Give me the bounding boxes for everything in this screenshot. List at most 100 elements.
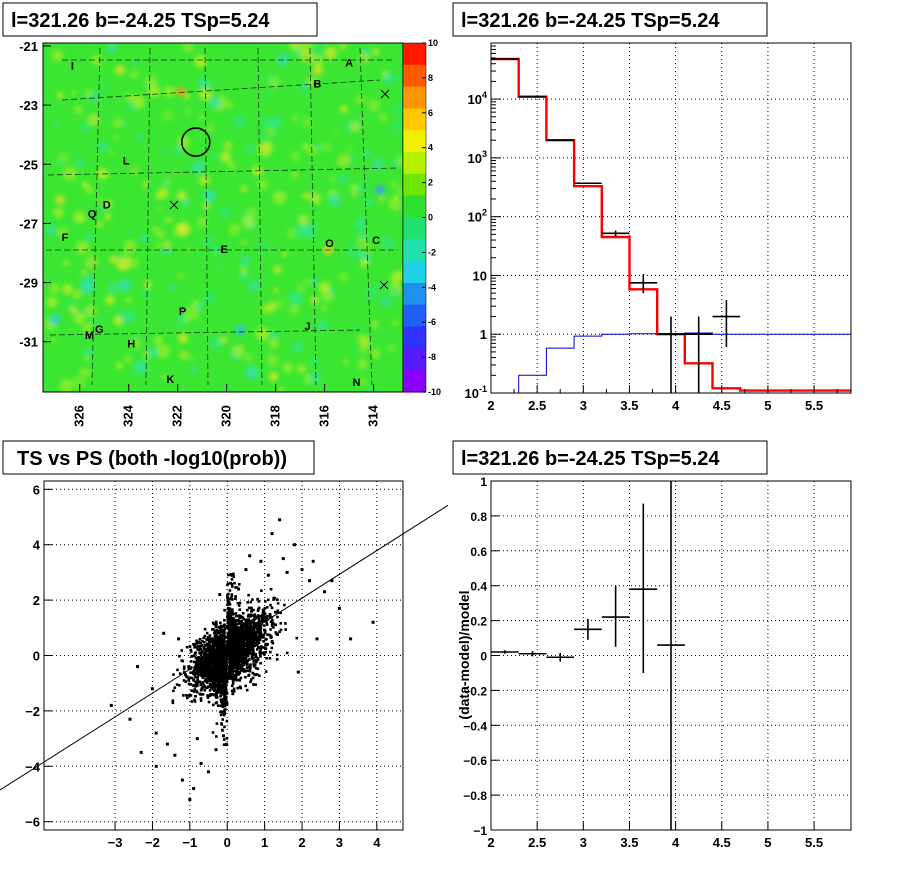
map-pixel-blob [45,224,58,237]
scatter-point [248,648,252,652]
scatter-point [241,612,245,615]
scatter-point [230,636,234,639]
scatter-point [221,678,225,682]
scatter-point [264,650,268,654]
y-tick-label: −6 [25,815,40,830]
map-pixel-blob [220,151,232,163]
scatter-point [270,606,274,610]
map-pixel-blob [104,213,112,220]
scatter-outlier-point [139,750,143,754]
scatter-point [229,658,232,662]
scatter-point [213,636,217,639]
scatter-point [221,710,224,713]
scatter-point [228,607,232,610]
scatter-point [239,658,242,661]
scatter-point [257,608,260,611]
map-pixel-blob [80,269,87,275]
scatter-point [225,678,229,681]
map-pixel-blob [124,356,131,364]
scatter-point [222,693,226,697]
map-pixel-blob [109,255,118,264]
scatter-point [242,625,245,629]
map-pixel-blob [245,143,256,154]
colorbar-tick-label: 2 [428,178,433,188]
map-pixel-blob [357,236,369,248]
scatter-point [221,692,224,696]
scatter-point [250,642,253,645]
scatter-point [247,593,250,597]
scatter-point [235,670,238,674]
map-pixel-blob [322,306,327,311]
scatter-point [183,665,186,668]
y-tick-label: 0.8 [470,510,487,524]
scatter-point [269,614,272,618]
scatter-point [252,620,255,623]
scatter-point [263,607,267,610]
y-tick-label: -29 [19,276,38,291]
scatter-point [229,671,232,674]
scatter-outlier-point [311,559,315,563]
scatter-point [243,634,247,637]
grid-contour [359,47,373,386]
scatter-point [242,644,246,647]
scatter-point [272,626,275,629]
scatter-point [194,642,197,646]
map-hotspot [313,65,323,75]
scatter-point [234,612,238,615]
scatter-outlier-point [266,573,270,577]
scatter-point [263,653,266,656]
scatter-point [274,623,278,626]
scatter-point [257,640,260,643]
scatter-point [243,669,246,673]
scatter-point [245,650,248,653]
scatter-point [219,710,222,714]
scatter-point [215,676,218,679]
map-pixel-blob [274,299,284,310]
map-pixel-blob [83,95,89,101]
scatter-point [276,611,280,614]
residual-title-box [452,440,768,475]
map-pixel-blob [379,296,392,308]
map-pixel-blob [290,151,301,162]
scatter-point [244,624,248,628]
scatter-point [220,634,224,638]
map-pixel-blob [336,153,351,168]
scatter-outlier-point [199,762,203,765]
scatter-point [276,609,280,613]
scatter-point [220,687,224,691]
scatter-point [243,630,246,633]
scatter-point [230,689,234,693]
map-pixel-blob [311,54,325,67]
map-pixel-blob [377,195,386,204]
scatter-point [252,619,255,622]
scatter-point [225,690,228,693]
map-pixel-blob [359,357,365,363]
y-tick-label: -31 [19,335,38,350]
scatter-point [204,654,208,658]
scatter-point [227,620,230,624]
map-pixel-blob [80,275,94,289]
scatter-point [201,640,204,643]
map-pixel-blob [196,216,208,228]
map-pixel-blob [296,364,307,374]
map-pixel-blob [394,185,403,196]
scatter-point [203,634,207,638]
scatter-point [245,688,249,692]
map-pixel-blob [176,222,191,236]
scatter-point [249,663,252,666]
scatter-point [238,659,241,663]
scatter-outlier-point [259,559,263,563]
scatter-point [257,641,261,645]
scatter-point [187,679,190,682]
scatter-point [231,692,234,696]
scatter-point [259,655,262,658]
scatter-point [223,640,226,643]
map-pixel-blob [217,264,223,270]
scatter-point [261,636,265,639]
scatter-point [258,633,261,637]
scatter-point [204,669,208,672]
scatter-point [259,632,262,635]
scatter-point [199,641,202,645]
map-pixel-blob [276,52,290,67]
scatter-point [254,683,257,686]
